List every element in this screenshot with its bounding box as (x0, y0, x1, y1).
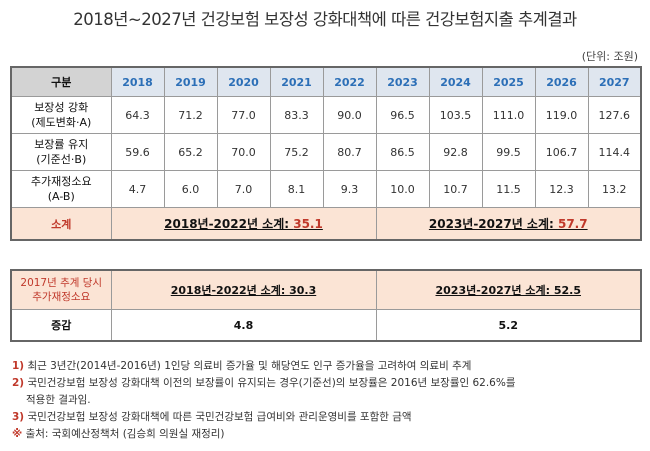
subtotal-label: 소계 (10, 207, 112, 241)
table-cell: 8.1 (269, 170, 324, 208)
table-cell: 80.7 (322, 133, 377, 171)
table-cell: 114.4 (587, 133, 642, 171)
row-label-sub: (기준선·B) (36, 153, 87, 166)
footnote: ※ 출처: 국회예산정책처 (김승희 의원실 재정리) (12, 426, 516, 443)
header-row: 구분 2018 2019 2020 2021 2022 2023 2024 20… (10, 66, 642, 97)
row-label-main: 추가재정소요 (30, 175, 92, 188)
table-cell: 12.3 (534, 170, 589, 208)
footnote-mark: ※ (12, 428, 23, 440)
table-cell: 103.5 (428, 96, 483, 134)
row-label: 추가재정소요 (A-B) (10, 170, 112, 208)
year-header: 2021 (269, 66, 324, 97)
table-cell: 90.0 (322, 96, 377, 134)
year-header: 2025 (481, 66, 536, 97)
year-header: 2018 (110, 66, 165, 97)
table-cell: 75.2 (269, 133, 324, 171)
row-label: 보장성 강화 (제도변화·A) (10, 96, 112, 134)
table-cell: 83.3 (269, 96, 324, 134)
row-label-sub: (A-B) (47, 190, 75, 203)
prev-label-main: 2017년 추계 당시 (20, 277, 103, 289)
table-cell: 106.7 (534, 133, 589, 171)
table-cell: 70.0 (216, 133, 271, 171)
table-cell: 77.0 (216, 96, 271, 134)
prev-subtotal-right-text: 2023년-2027년 소계: 52.5 (435, 284, 581, 297)
table-cell: 4.7 (110, 170, 165, 208)
year-header: 2022 (322, 66, 377, 97)
year-header: 2027 (587, 66, 642, 97)
table-cell: 111.0 (481, 96, 536, 134)
table-row: 추가재정소요 (A-B) 4.7 6.0 7.0 8.1 9.3 10.0 10.… (10, 170, 642, 208)
subtotal-left-value: 35.1 (293, 217, 323, 231)
row-label-sub: (제도변화·A) (31, 116, 92, 129)
table-cell: 9.3 (322, 170, 377, 208)
table-cell: 6.0 (163, 170, 218, 208)
year-header: 2026 (534, 66, 589, 97)
table-cell: 10.7 (428, 170, 483, 208)
projection-table: 구분 2018 2019 2020 2021 2022 2023 2024 20… (10, 66, 642, 241)
subtotal-2023-2027: 2023년-2027년 소계: 57.7 (375, 207, 642, 241)
subtotal-left-text: 2018년-2022년 소계: (164, 217, 294, 231)
year-header: 2019 (163, 66, 218, 97)
table-cell: 10.0 (375, 170, 430, 208)
row-label: 보장률 유지 (기준선·B) (10, 133, 112, 171)
table-cell: 119.0 (534, 96, 589, 134)
subtotal-right-text: 2023년-2027년 소계: (428, 217, 558, 231)
footnote-text: 국민건강보험 보장성 강화대책에 따른 국민건강보험 급여비와 관리운영비를 포… (27, 411, 412, 423)
footnote-mark: 1) (12, 360, 25, 372)
footnote-text: 최근 3년간(2014년-2016년) 1인당 의료비 증가율 및 해당연도 인… (27, 360, 472, 372)
footnote-mark: 3) (12, 411, 25, 423)
unit-label: (단위: 조원) (581, 50, 638, 63)
footnote-text: 국민건강보험 보장성 강화대책 이전의 보장률이 유지되는 경우(기준선)의 보… (27, 377, 516, 389)
year-header: 2024 (428, 66, 483, 97)
footnotes: 1) 최근 3년간(2014년-2016년) 1인당 의료비 증가율 및 해당연… (12, 358, 516, 443)
table-row: 보장률 유지 (기준선·B) 59.6 65.2 70.0 75.2 80.7 8… (10, 133, 642, 171)
table-cell: 92.8 (428, 133, 483, 171)
prev-subtotal-right: 2023년-2027년 소계: 52.5 (375, 269, 642, 310)
subtotal-right-value: 57.7 (557, 217, 588, 231)
row-label-main: 보장률 유지 (34, 138, 89, 151)
table-cell: 96.5 (375, 96, 430, 134)
year-header: 2020 (216, 66, 271, 97)
table-cell: 11.5 (481, 170, 536, 208)
table-cell: 13.2 (587, 170, 642, 208)
table-cell: 64.3 (110, 96, 165, 134)
footnote-text: 출처: 국회예산정책처 (김승희 의원실 재정리) (25, 428, 225, 440)
prev-subtotal-left-text: 2018년-2022년 소계: 30.3 (170, 284, 317, 297)
diff-row: 증감 4.8 5.2 (10, 309, 642, 342)
table-row: 보장성 강화 (제도변화·A) 64.3 71.2 77.0 83.3 90.0 … (10, 96, 642, 134)
table-cell: 7.0 (216, 170, 271, 208)
diff-right: 5.2 (375, 309, 642, 342)
header-gubun: 구분 (10, 66, 112, 97)
prev-label-sub: 추가재정소요 (32, 291, 91, 303)
page-title: 2018년~2027년 건강보험 보장성 강화대책에 따른 건강보험지출 추계결… (73, 10, 577, 29)
table-cell: 71.2 (163, 96, 218, 134)
table-cell: 86.5 (375, 133, 430, 171)
footnote-text: 적용한 결과임. (26, 394, 91, 406)
footnote: 2) 국민건강보험 보장성 강화대책 이전의 보장률이 유지되는 경우(기준선)… (12, 375, 516, 392)
footnote: 1) 최근 3년간(2014년-2016년) 1인당 의료비 증가율 및 해당연… (12, 358, 516, 375)
table-cell: 59.6 (110, 133, 165, 171)
prev-subtotal-left: 2018년-2022년 소계: 30.3 (110, 269, 377, 310)
diff-label: 증감 (10, 309, 112, 342)
footnote-mark: 2) (12, 377, 25, 389)
table-cell: 99.5 (481, 133, 536, 171)
footnote: 3) 국민건강보험 보장성 강화대책에 따른 국민건강보험 급여비와 관리운영비… (12, 409, 516, 426)
subtotal-2018-2022: 2018년-2022년 소계: 35.1 (110, 207, 377, 241)
footnote: 적용한 결과임. (12, 392, 516, 409)
year-header: 2023 (375, 66, 430, 97)
table-cell: 65.2 (163, 133, 218, 171)
diff-left: 4.8 (110, 309, 377, 342)
row-label-main: 보장성 강화 (34, 101, 89, 114)
table-cell: 127.6 (587, 96, 642, 134)
subtotal-row: 소계 2018년-2022년 소계: 35.1 2023년-2027년 소계: … (10, 207, 642, 241)
